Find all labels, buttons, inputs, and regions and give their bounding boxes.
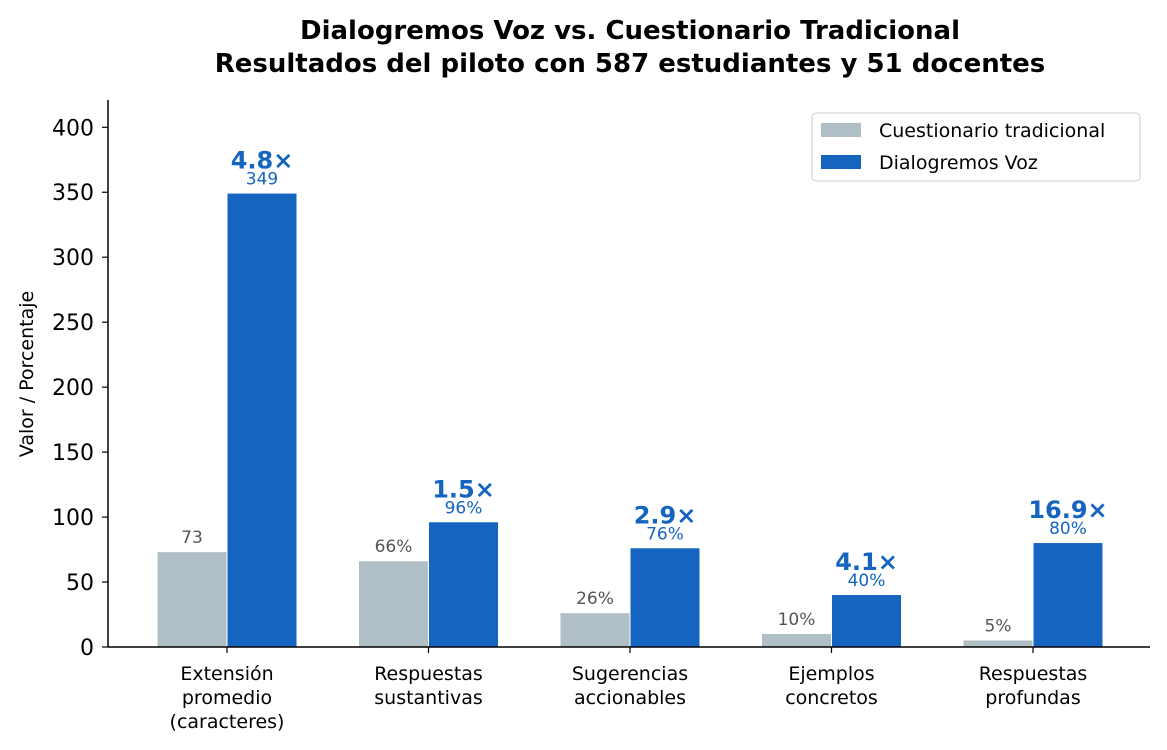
data-label: 26% — [576, 589, 614, 609]
multiplier-label: 4.1× — [835, 548, 898, 576]
multiplier-label: 16.9× — [1028, 496, 1107, 524]
x-tick-label: Sugerencias — [572, 663, 688, 685]
bar-traditional — [157, 552, 227, 647]
legend-label-traditional: Cuestionario tradicional — [879, 120, 1105, 142]
x-tick-label: Respuestas — [374, 663, 483, 685]
data-label: 96% — [445, 498, 483, 518]
bar-traditional — [359, 561, 428, 647]
y-axis-label: Valor / Porcentaje — [16, 291, 38, 457]
x-tick-label: profundas — [985, 687, 1080, 709]
x-tick-label: sustantivas — [374, 687, 483, 709]
data-label: 73 — [181, 528, 203, 548]
y-tick-label: 400 — [52, 116, 94, 141]
x-tick-label: accionables — [574, 687, 686, 709]
data-label: 10% — [778, 610, 816, 630]
multiplier-label: 1.5× — [432, 475, 495, 503]
y-tick-label: 0 — [80, 636, 94, 661]
y-tick-label: 100 — [52, 506, 94, 531]
legend-swatch-voz — [821, 155, 861, 169]
legend-swatch-traditional — [821, 123, 861, 137]
x-tick-label: Extensión — [180, 663, 273, 685]
data-label: 5% — [985, 617, 1012, 637]
x-tick-label: Ejemplos — [788, 663, 874, 685]
data-label: 76% — [646, 524, 684, 544]
y-tick-label: 50 — [66, 571, 94, 596]
y-tick-label: 350 — [52, 181, 94, 206]
multiplier-label: 4.8× — [231, 147, 294, 175]
bar-voz — [429, 522, 498, 647]
multiplier-label: 2.9× — [634, 501, 697, 529]
y-tick-label: 200 — [52, 376, 94, 401]
legend: Cuestionario tradicional Dialogremos Voz — [811, 112, 1141, 182]
bar-voz — [227, 193, 297, 647]
data-label: 40% — [848, 571, 886, 591]
data-label: 66% — [375, 537, 413, 557]
x-tick-label: (caracteres) — [170, 711, 285, 733]
bar-traditional — [762, 634, 831, 647]
bar-traditional — [560, 613, 630, 647]
y-tick-label: 150 — [52, 441, 94, 466]
x-tick-label: promedio — [182, 687, 272, 709]
bar-voz — [1033, 543, 1103, 647]
y-tick-label: 250 — [52, 311, 94, 336]
chart-title: Dialogremos Voz vs. Cuestionario Tradici… — [300, 16, 960, 46]
bar-voz — [630, 548, 700, 647]
data-label: 349 — [246, 170, 278, 190]
x-tick-label: Respuestas — [979, 663, 1088, 685]
y-tick-label: 300 — [52, 246, 94, 271]
legend-label-voz: Dialogremos Voz — [879, 152, 1038, 174]
bar-voz — [832, 595, 901, 647]
chart-subtitle: Resultados del piloto con 587 estudiante… — [215, 49, 1046, 79]
bar-traditional — [963, 640, 1033, 647]
data-label: 80% — [1049, 519, 1087, 539]
x-tick-label: concretos — [785, 687, 878, 709]
